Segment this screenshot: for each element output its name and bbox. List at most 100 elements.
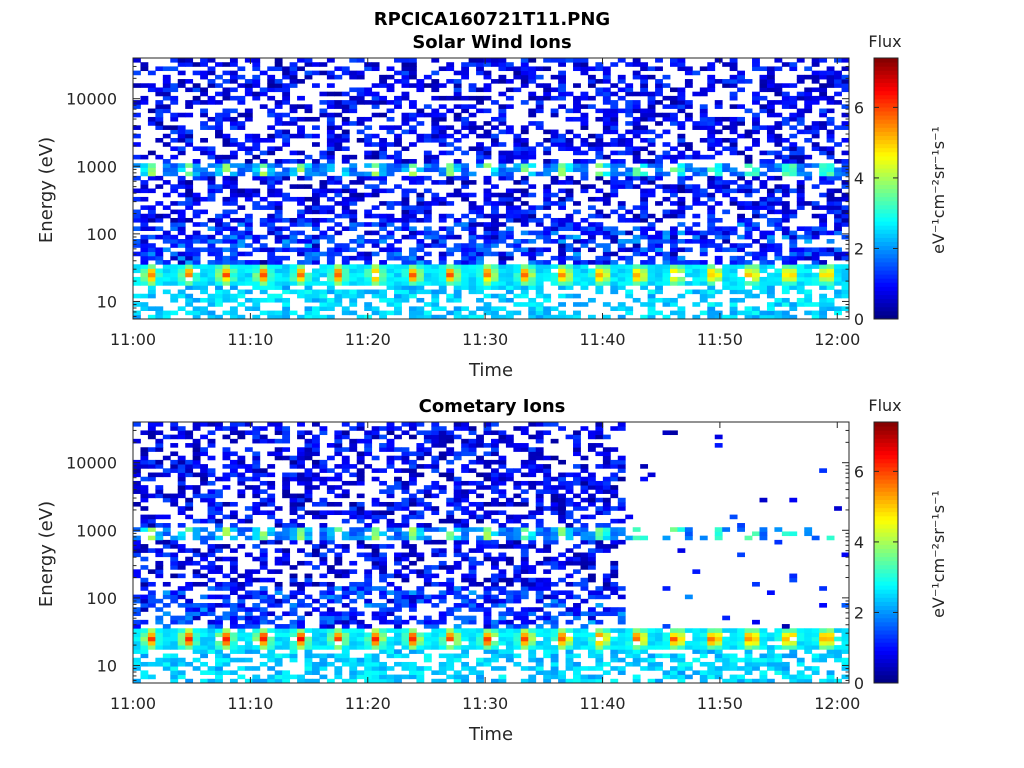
heatmap-cell xyxy=(580,276,589,282)
heatmap-cell xyxy=(655,234,663,240)
heatmap-cell xyxy=(774,125,783,130)
heatmap-cell xyxy=(670,167,678,173)
heatmap-cell xyxy=(177,260,186,265)
heatmap-cell xyxy=(289,603,298,608)
heatmap-cell xyxy=(192,628,201,633)
heatmap-cell xyxy=(468,260,477,265)
heatmap-cell xyxy=(200,87,208,93)
heatmap-cell xyxy=(267,226,276,231)
heatmap-cell xyxy=(192,581,201,587)
heatmap-cell xyxy=(244,222,253,227)
panel-solar-wind: Solar Wind Ions 11:00 11:10 11:20 11:30 11:4… xyxy=(36,32,948,381)
heatmap-cell xyxy=(386,276,395,282)
heatmap-cell xyxy=(737,213,745,219)
heatmap-cell xyxy=(289,539,298,545)
heatmap-cell xyxy=(147,121,156,126)
heatmap-cell xyxy=(766,289,775,295)
heatmap-cell xyxy=(461,268,470,274)
heatmap-cell xyxy=(259,586,268,591)
heatmap-cell xyxy=(573,247,581,253)
heatmap-cell xyxy=(334,293,343,299)
heatmap-cell xyxy=(252,615,261,621)
heatmap-cell xyxy=(423,213,432,219)
heatmap-cell xyxy=(349,188,358,194)
heatmap-cell xyxy=(177,192,186,198)
heatmap-cell xyxy=(312,438,320,444)
heatmap-cell xyxy=(349,100,358,105)
heatmap-cell xyxy=(326,146,335,152)
heatmap-cell xyxy=(550,175,559,181)
heatmap-cell xyxy=(304,531,313,537)
heatmap-cell xyxy=(222,594,231,600)
heatmap-cell xyxy=(170,112,179,118)
heatmap-cell xyxy=(222,175,231,181)
heatmap-cell xyxy=(312,293,320,299)
heatmap-cell xyxy=(722,234,731,240)
heatmap-cell xyxy=(476,154,484,160)
heatmap-cell xyxy=(140,188,149,194)
heatmap-cell xyxy=(446,180,455,185)
heatmap-cell xyxy=(841,83,850,88)
heatmap-cell xyxy=(401,535,410,541)
heatmap-cell xyxy=(207,632,216,638)
heatmap-cell xyxy=(334,297,343,303)
heatmap-cell xyxy=(364,184,373,189)
heatmap-cell xyxy=(379,226,387,231)
heatmap-cell xyxy=(326,125,335,130)
heatmap-cell xyxy=(207,260,216,265)
heatmap-cell xyxy=(215,678,223,684)
heatmap-cell xyxy=(834,310,842,316)
heatmap-cell xyxy=(274,636,283,642)
heatmap-cell xyxy=(274,297,283,303)
heatmap-cell xyxy=(274,581,283,587)
heatmap-cell xyxy=(692,276,701,282)
heatmap-cell xyxy=(416,619,425,625)
heatmap-cell xyxy=(356,276,365,282)
heatmap-cell xyxy=(341,289,350,295)
heatmap-cell xyxy=(200,297,208,303)
heatmap-cell xyxy=(670,276,678,282)
heatmap-cell xyxy=(371,154,380,160)
heatmap-cell xyxy=(334,175,343,181)
heatmap-cell xyxy=(505,268,514,274)
heatmap-cell xyxy=(580,188,589,194)
heatmap-cell xyxy=(677,196,686,202)
heatmap-cell xyxy=(602,234,611,240)
heatmap-cell xyxy=(229,79,238,84)
heatmap-cell xyxy=(513,180,522,185)
heatmap-cell xyxy=(364,514,373,520)
heatmap-cell xyxy=(602,91,611,97)
heatmap-cell xyxy=(364,255,373,261)
heatmap-cell xyxy=(304,196,313,202)
heatmap-cell xyxy=(259,260,268,265)
heatmap-cell xyxy=(491,285,499,290)
heatmap-cell xyxy=(304,636,313,642)
colorbar-swatch xyxy=(874,192,898,198)
heatmap-cell xyxy=(401,129,410,135)
heatmap-cell xyxy=(670,243,678,248)
heatmap-cell xyxy=(841,222,850,227)
heatmap-cell xyxy=(207,293,216,299)
heatmap-cell xyxy=(819,91,828,97)
panel-cometary: Cometary Ions 11:00 11:10 11:20 11:30 11:40 1… xyxy=(36,396,948,745)
heatmap-cell xyxy=(304,666,313,671)
heatmap-cell xyxy=(408,310,417,316)
heatmap-cell xyxy=(468,125,477,130)
heatmap-cell xyxy=(207,79,216,84)
heatmap-cell xyxy=(289,464,298,469)
x-tick-label: 11:30 xyxy=(462,330,508,349)
heatmap-cell xyxy=(543,159,552,164)
heatmap-cell xyxy=(811,87,820,93)
heatmap-cell xyxy=(274,539,283,545)
heatmap-cell xyxy=(222,501,231,507)
heatmap-cell xyxy=(244,112,253,118)
heatmap-cell xyxy=(804,171,813,177)
heatmap-cell xyxy=(677,184,686,189)
heatmap-cell xyxy=(326,297,335,303)
heatmap-cell xyxy=(379,603,387,608)
heatmap-cell xyxy=(244,268,253,274)
heatmap-cell xyxy=(513,188,522,194)
heatmap-cell xyxy=(811,95,820,101)
heatmap-cell xyxy=(498,108,507,114)
heatmap-cell xyxy=(192,247,201,253)
